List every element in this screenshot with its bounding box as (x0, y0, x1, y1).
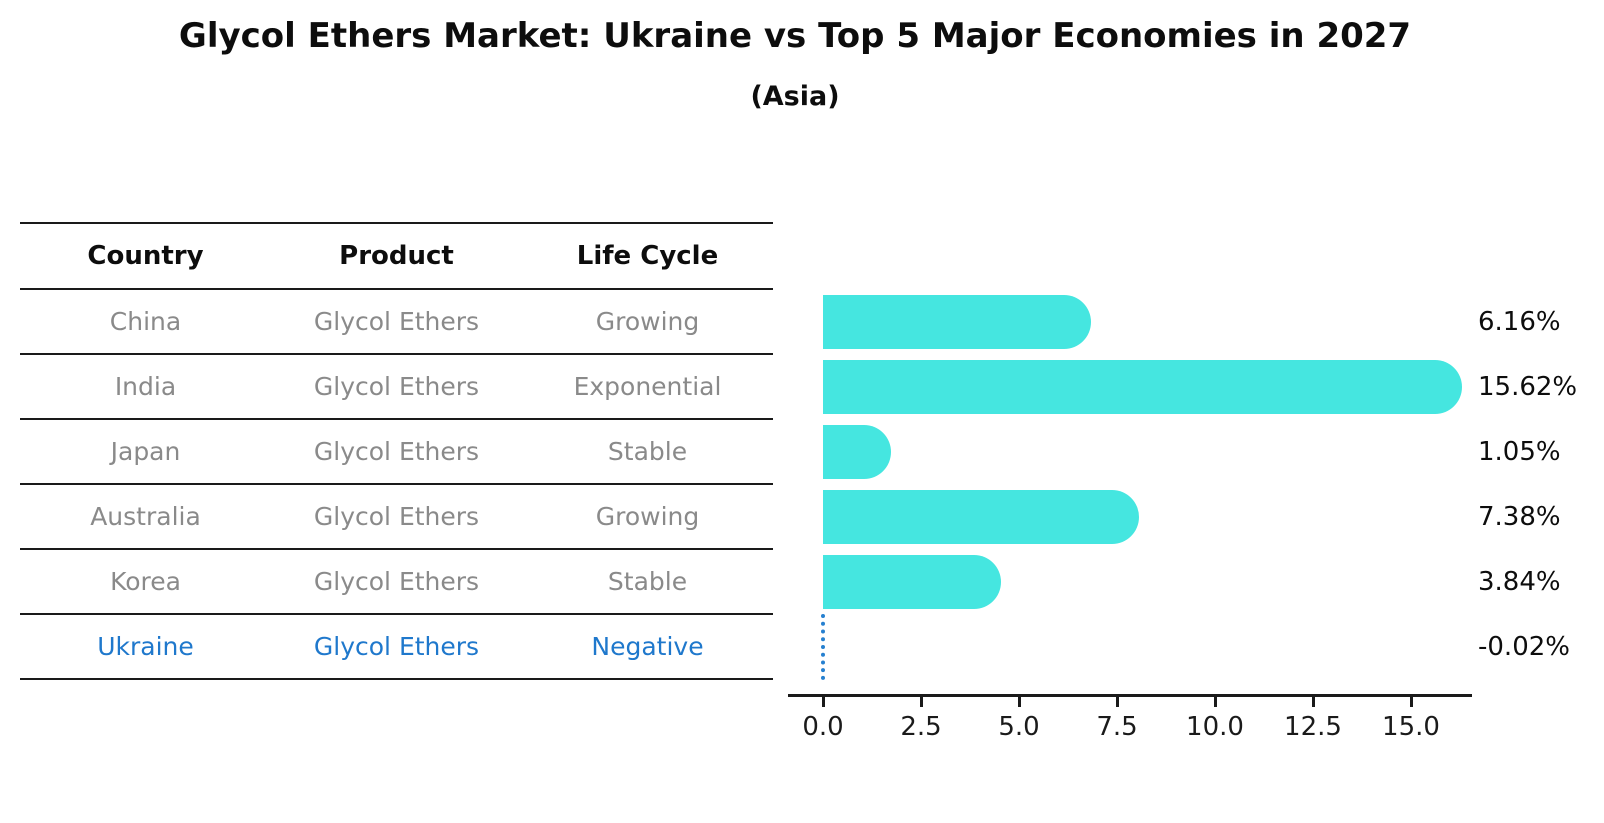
value-label-japan: 1.05% (1478, 437, 1561, 467)
cell-product: Glycol Ethers (313, 502, 480, 531)
cell-product: Glycol Ethers (313, 437, 480, 466)
x-tick (1213, 697, 1217, 707)
cell-product: Glycol Ethers (313, 372, 480, 401)
cell-country: Japan (110, 437, 181, 466)
table-row-india: India Glycol Ethers Exponential (20, 355, 773, 420)
x-tick-label: 0.0 (802, 712, 844, 742)
value-label-australia: 7.38% (1478, 502, 1561, 532)
chart-title: Glycol Ethers Market: Ukraine vs Top 5 M… (178, 16, 1412, 56)
chart-subtitle: (Asia) (750, 81, 840, 112)
column-header-product: Product (339, 241, 454, 271)
bar-india (823, 360, 1463, 414)
bar-australia (823, 490, 1140, 544)
bar-ukraine-dotted (821, 614, 825, 680)
cell-country: Australia (90, 502, 201, 531)
table-header-row: Country Product Life Cycle (20, 224, 773, 290)
value-label-india: 15.62% (1478, 372, 1578, 402)
table-row-ukraine: Ukraine Glycol Ethers Negative (20, 615, 773, 680)
table-row-korea: Korea Glycol Ethers Stable (20, 550, 773, 615)
table-row-japan: Japan Glycol Ethers Stable (20, 420, 773, 485)
cell-life-cycle: Growing (595, 307, 700, 336)
x-tick-label: 10.0 (1186, 712, 1244, 742)
bar-china (823, 295, 1092, 349)
x-tick-label: 5.0 (998, 712, 1040, 742)
x-tick-label: 7.5 (1096, 712, 1138, 742)
bar-korea (823, 555, 1001, 609)
x-tick (821, 697, 825, 707)
cell-life-cycle: Exponential (573, 372, 722, 401)
cell-life-cycle: Growing (595, 502, 700, 531)
bar-japan (823, 425, 892, 479)
column-header-country: Country (87, 241, 204, 271)
cell-country: China (109, 307, 182, 336)
cell-product: Glycol Ethers (313, 632, 480, 661)
cell-product: Glycol Ethers (313, 567, 480, 596)
cell-country: Korea (110, 567, 181, 596)
table-row-australia: Australia Glycol Ethers Growing (20, 485, 773, 550)
value-label-korea: 3.84% (1478, 567, 1561, 597)
cell-country: Ukraine (97, 632, 194, 661)
table-body: China Glycol Ethers Growing India Glycol Eth… (20, 290, 773, 680)
table-row-china: China Glycol Ethers Growing (20, 290, 773, 355)
x-tick (1115, 697, 1119, 707)
cell-life-cycle: Negative (591, 632, 704, 661)
x-tick-label: 15.0 (1382, 712, 1440, 742)
cell-product: Glycol Ethers (313, 307, 480, 336)
country-table: Country Product Life Cycle China Glycol E… (20, 222, 773, 680)
value-label-ukraine: -0.02% (1478, 632, 1570, 662)
x-axis-line (788, 694, 1472, 697)
cell-life-cycle: Stable (607, 567, 688, 596)
cell-country: India (114, 372, 177, 401)
x-tick-label: 12.5 (1284, 712, 1342, 742)
value-label-china: 6.16% (1478, 307, 1561, 337)
x-tick (919, 697, 923, 707)
x-tick (1017, 697, 1021, 707)
x-tick (1311, 697, 1315, 707)
x-tick-label: 2.5 (900, 712, 942, 742)
cell-life-cycle: Stable (607, 437, 688, 466)
x-tick (1409, 697, 1413, 707)
column-header-life-cycle: Life Cycle (576, 241, 719, 271)
